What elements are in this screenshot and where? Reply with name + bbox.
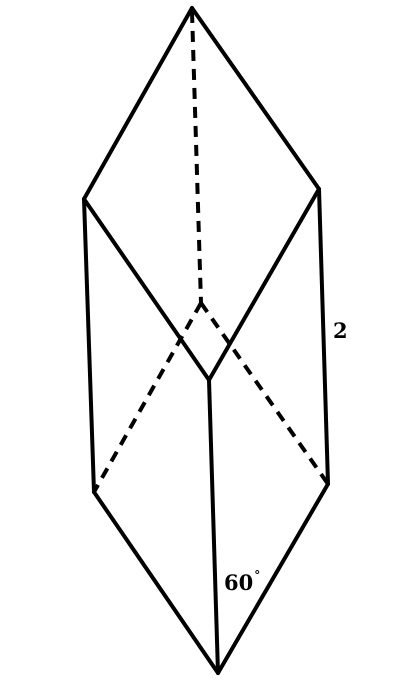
bottom-left-edge [92, 490, 220, 675]
bottom-right-edge [216, 482, 330, 675]
lateral-edge-right [317, 187, 330, 486]
top-left-upper-edge [82, 6, 194, 201]
angle-value: 60 [224, 570, 254, 595]
lateral-edge-left [82, 197, 96, 494]
edge-length-label: 2 [333, 318, 348, 343]
top-left-lower-edge [82, 197, 211, 382]
hidden-lateral-edge [190, 11, 203, 304]
degree-symbol: ° [254, 568, 261, 582]
top-right-lower-edge [207, 187, 321, 382]
angle-label: 60° [224, 569, 260, 595]
hidden-bottom-left-edge [92, 302, 203, 493]
hidden-bottom-right-edge [199, 301, 330, 486]
lateral-edge-front [207, 378, 220, 675]
top-right-upper-edge [190, 6, 321, 191]
